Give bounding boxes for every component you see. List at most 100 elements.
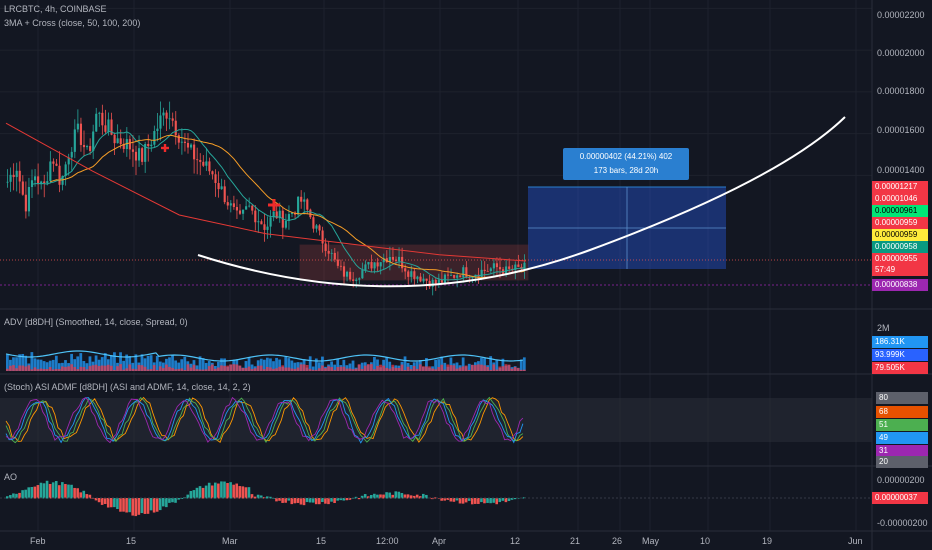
- candle-body: [385, 258, 388, 263]
- adv-bar-neg: [382, 365, 385, 371]
- adv-bar-neg: [54, 368, 58, 371]
- candle-body: [40, 181, 43, 185]
- ao-bar: [498, 498, 502, 503]
- ao-bar: [449, 498, 453, 502]
- candle-body: [336, 259, 339, 266]
- stoch-band: [0, 398, 872, 442]
- ma-cross-2: [268, 199, 280, 211]
- ao-bar: [235, 483, 239, 499]
- indicator-stoch-label[interactable]: (Stoch) ASI ADMF [d8DH] (ASI and ADMF, 1…: [4, 382, 251, 392]
- indicator-main-label[interactable]: 3MA + Cross (close, 50, 100, 200): [4, 18, 141, 28]
- adv-bar-neg: [58, 369, 61, 371]
- ao-bar: [474, 498, 477, 504]
- adv-bar: [409, 365, 413, 371]
- ao-bar: [119, 498, 122, 512]
- ao-bar: [113, 498, 116, 508]
- adv-bar-neg: [501, 366, 505, 371]
- candle-body: [419, 276, 422, 282]
- adv-bar: [278, 359, 281, 371]
- ao-bar: [103, 498, 107, 505]
- adv-bar: [351, 360, 355, 371]
- adv-bar: [345, 365, 349, 371]
- adv-bar: [214, 365, 217, 371]
- adv-bar-neg: [18, 365, 21, 371]
- candle-body: [37, 176, 40, 185]
- symbol-title[interactable]: LRCBTC, 4h, COINBASE: [4, 4, 107, 14]
- ao-bar: [79, 492, 83, 499]
- adv-bar-neg: [324, 368, 327, 371]
- adv-bar-neg: [373, 369, 376, 371]
- indicator-adv-label[interactable]: ADV [d8DH] (Smoothed, 14, close, Spread,…: [4, 317, 188, 327]
- candle-body: [339, 265, 343, 267]
- adv-bar-neg: [311, 369, 315, 371]
- ao-bar: [492, 498, 495, 503]
- adv-bar-neg: [183, 369, 187, 371]
- ao-bar: [131, 498, 135, 516]
- adv-bar: [134, 354, 138, 371]
- adv-bar: [177, 362, 181, 371]
- measure-label: 0.00000402 (44.21%) 402 173 bars, 28d 20…: [563, 148, 689, 180]
- ao-bar: [464, 498, 468, 503]
- candle-body: [9, 174, 12, 182]
- ao-bar: [226, 483, 229, 499]
- adv-bar-neg: [504, 364, 508, 371]
- measure-span: 173 bars, 28d 20h: [593, 166, 659, 175]
- rounded-bottom-curve[interactable]: [197, 116, 846, 288]
- ao-bar: [220, 481, 223, 499]
- adv-bar: [146, 355, 150, 371]
- ao-bar: [431, 498, 434, 500]
- adv-bar-neg: [461, 366, 465, 371]
- candle-body: [358, 278, 361, 280]
- ao-bar: [214, 482, 217, 499]
- ao-bar: [370, 495, 373, 499]
- candle-body: [465, 267, 468, 278]
- adv-bar-neg: [171, 367, 174, 371]
- candle-body: [232, 203, 235, 208]
- adv-bar: [189, 363, 193, 371]
- candle-body: [382, 258, 385, 263]
- candle-body: [284, 220, 287, 228]
- adv-bar-neg: [412, 366, 416, 371]
- adv-bar: [388, 361, 392, 371]
- indicator-ao-label[interactable]: AO: [4, 472, 18, 482]
- adv-bar-neg: [299, 364, 303, 371]
- ao-axis-top: 0.00000200: [877, 475, 925, 485]
- candle-body: [355, 279, 358, 281]
- ao-bar: [425, 494, 428, 499]
- x-tick: Jun: [848, 536, 863, 546]
- candle-body: [373, 262, 376, 269]
- adv-bar-neg: [480, 364, 483, 371]
- ao-bar: [64, 484, 67, 499]
- ao-bar: [363, 494, 367, 499]
- adv-bar-neg: [275, 368, 278, 371]
- ao-bar: [440, 498, 443, 501]
- ma100-line: [50, 134, 525, 279]
- ao-bar: [158, 498, 162, 511]
- adv-bar-neg: [125, 368, 129, 371]
- candle-body: [202, 161, 205, 166]
- adv-bar: [113, 352, 116, 371]
- price-tag: 0.00001217: [872, 181, 928, 193]
- adv-bar-neg: [238, 365, 242, 371]
- adv-bar-neg: [201, 369, 205, 371]
- adv-bar: [373, 357, 376, 371]
- price-tag: 0.00001046: [872, 193, 928, 205]
- ao-bar: [348, 498, 352, 500]
- adv-bar-neg: [91, 365, 95, 371]
- adv-bar-neg: [425, 366, 428, 371]
- adv-bar-neg: [474, 365, 477, 371]
- ao-bar: [97, 498, 101, 503]
- adv-bar: [48, 360, 52, 371]
- candle-body: [495, 263, 499, 268]
- candle-body: [223, 186, 226, 203]
- adv-bar-neg: [522, 369, 526, 371]
- candle-body: [327, 250, 330, 254]
- adv-bar: [256, 360, 260, 371]
- candle-body: [514, 264, 517, 271]
- grid: [0, 0, 872, 531]
- adv-bar: [480, 357, 483, 371]
- candle-body: [416, 276, 419, 279]
- ao-bar: [321, 498, 324, 502]
- candle-body: [431, 279, 434, 287]
